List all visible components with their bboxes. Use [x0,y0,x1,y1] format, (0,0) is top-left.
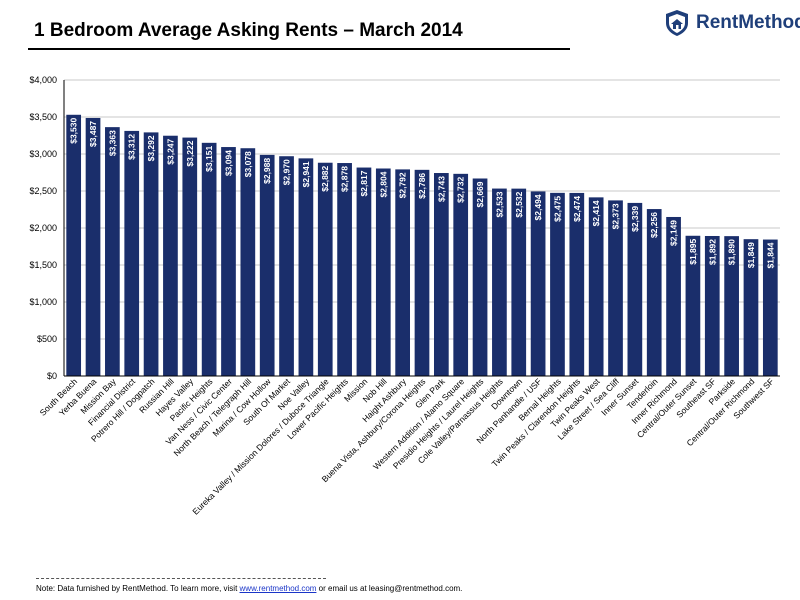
y-axis-tick-labels: $0 $500 $1,000 $1,500 $2,000 $2,500 $3,000 $3,5… [29,75,57,381]
footer-link[interactable]: www.rentmethod.com [239,584,317,593]
data-label: $2,988 [262,158,272,184]
y-tick-label: $3,000 [29,149,57,159]
data-label: $3,312 [127,134,137,160]
data-label: $2,817 [359,170,369,196]
data-label: $2,494 [533,194,543,220]
bar [530,191,546,376]
data-label: $1,892 [707,239,717,265]
bar [646,209,662,376]
data-label: $3,222 [185,140,195,166]
y-tick-label: $0 [47,371,57,381]
bar [433,173,449,376]
data-label: $2,474 [572,196,582,222]
data-label: $2,882 [320,165,330,191]
bar [279,156,294,376]
data-label: $2,256 [649,212,659,238]
bar [395,169,411,376]
data-label: $1,849 [746,242,756,268]
y-tick-label: $1,000 [29,297,57,307]
rentmethod-logo: RentMethod [664,8,800,38]
data-label: $2,786 [417,173,427,199]
title-underline [28,48,570,50]
data-label: $3,247 [165,138,175,164]
data-label: $1,844 [765,242,775,268]
data-label: $2,732 [456,177,466,203]
bar [240,148,256,376]
data-label: $1,890 [727,239,737,265]
data-label: $2,149 [669,220,679,246]
bar [685,235,701,376]
bar [201,142,217,376]
data-label: $2,804 [378,171,388,197]
data-label: $1,895 [688,238,698,264]
y-tick-label: $2,500 [29,186,57,196]
bar [492,188,507,376]
data-label: $2,669 [475,181,485,207]
bar [259,154,275,376]
bar [143,132,159,376]
page-title: 1 Bedroom Average Asking Rents – March 2… [34,20,463,41]
bar [608,200,623,376]
data-label: $2,414 [591,200,601,226]
data-label: $3,487 [88,121,98,147]
bar [472,178,488,376]
y-tick-label: $2,000 [29,223,57,233]
data-label: $2,339 [630,206,640,232]
data-label: $3,151 [204,146,214,172]
bar [724,236,739,376]
logo-text: RentMethod [696,12,800,33]
bar [627,202,643,376]
data-label: $2,878 [340,166,350,192]
data-label: $2,532 [514,191,524,217]
footer-divider [36,578,326,579]
y-tick-label: $3,500 [29,112,57,122]
data-label: $3,292 [146,135,156,161]
footer-text: Note: Data furnished by RentMethod. To l… [36,584,240,593]
bar [511,188,527,376]
footer-text-end: or email us at leasing@rentmethod.com. [316,584,463,593]
data-label: $2,941 [301,161,311,187]
bar [298,158,314,376]
bar [588,197,604,376]
bar [124,130,140,376]
data-label: $2,475 [552,196,562,222]
bar [221,147,236,376]
data-label: $3,094 [223,150,233,176]
bar [182,137,198,376]
bar [704,235,720,376]
bars [66,114,778,376]
bar [317,162,333,376]
y-tick-label: $4,000 [29,75,57,85]
shield-home-icon [666,10,688,36]
bar [163,135,178,376]
bar [550,192,565,376]
data-label: $2,792 [398,172,408,198]
bar [85,117,101,376]
data-label: $2,970 [282,159,292,185]
bar [66,114,82,376]
data-label: $3,078 [243,151,253,177]
bar [375,168,391,376]
y-tick-label: $1,500 [29,260,57,270]
footer-note: Note: Data furnished by RentMethod. To l… [36,584,462,593]
data-label: $2,373 [611,203,621,229]
bar [337,163,352,376]
bar [453,173,469,376]
data-label: $3,363 [107,130,117,156]
data-labels: $3,530 $3,487 $3,363 $3,312 $3,292 $3,247 $3,2… [69,118,776,269]
y-tick-label: $500 [37,334,57,344]
bar [743,239,759,376]
bar [569,192,585,376]
bar [105,127,120,376]
bar [414,169,430,376]
bar [666,216,681,376]
bar [762,239,778,376]
bar [356,167,372,376]
data-label: $3,530 [69,118,79,144]
data-label: $2,743 [436,176,446,202]
data-label: $2,533 [494,191,504,217]
